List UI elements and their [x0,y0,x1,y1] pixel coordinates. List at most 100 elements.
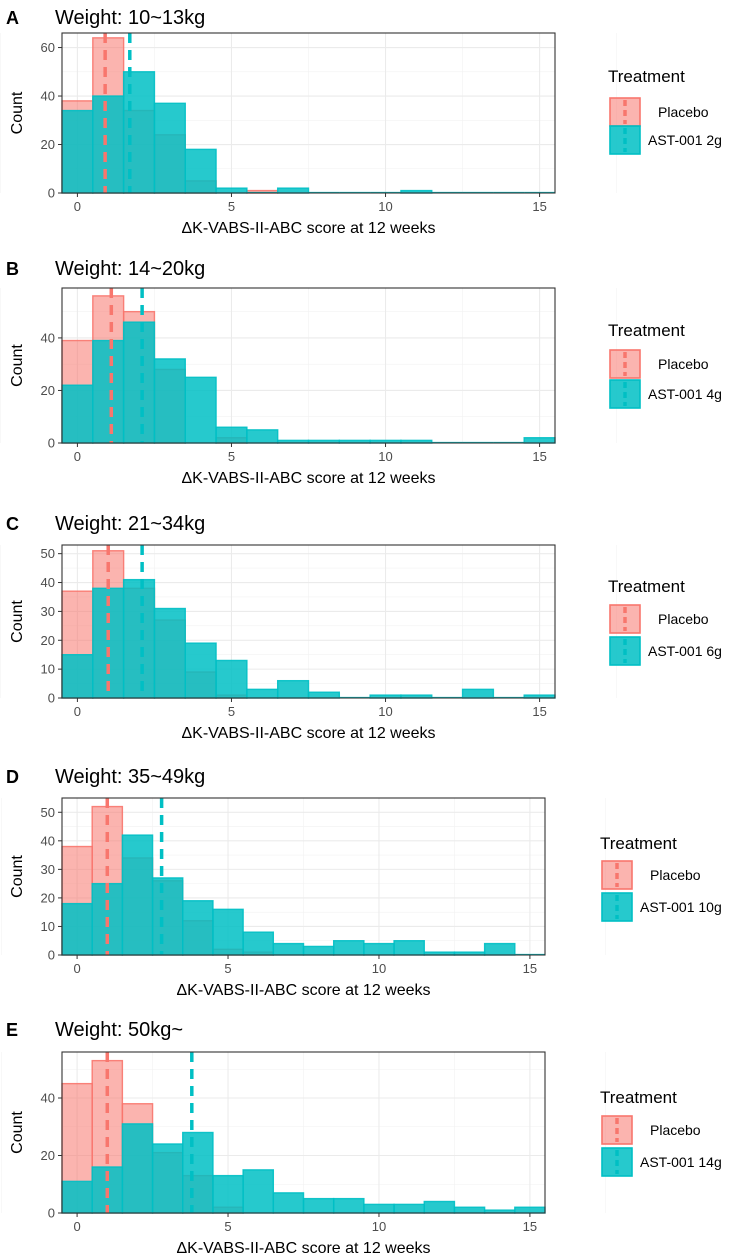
treatment-bar [272,942,305,956]
legend-title: Treatment [600,1088,677,1107]
y-tick-label: 30 [41,862,55,877]
x-tick-label: 15 [532,199,546,214]
legend: Treatment Placebo AST-001 4g [608,321,722,409]
legend-title: Treatment [608,321,685,340]
treatment-bar [121,834,154,956]
y-tick-label: 20 [41,383,55,398]
y-axis-title: Count [9,1111,26,1154]
plot-border [61,797,546,956]
legend: Treatment Placebo AST-001 14g [600,1088,722,1177]
panel-e: E Weight: 50kg~ 0 5 10 15 0 20 40 ΔK-VABS-II-ABC … [1,1019,722,1255]
y-axis-title: Count [9,600,26,643]
y-tick-label: 20 [41,633,55,648]
panel-label: A [6,8,19,28]
panel-d: D Weight: 35~49kg 0 5 10 15 0 10 20 30 40 50 ΔK-VABS… [1,766,722,999]
y-tick-label: 10 [41,919,55,934]
treatment-bar [307,691,341,699]
legend-label-treatment: AST-001 6g [648,643,722,659]
x-tick-label: 5 [224,961,231,976]
treatment-bar [393,940,425,956]
treatment-bar [153,102,186,194]
panel-label: B [6,259,19,279]
y-tick-label: 20 [41,1148,55,1163]
x-tick-label: 0 [74,449,81,464]
y-tick-label: 60 [41,40,55,55]
y-tick-label: 40 [41,330,55,345]
x-axis-title: ΔK-VABS-II-ABC score at 12 weeks [181,725,435,742]
legend: Treatment Placebo AST-001 10g [600,834,722,922]
panel-title: Weight: 21~34kg [55,513,205,535]
treatment-bar [122,321,156,444]
treatment-bar [61,653,94,699]
treatment-bar [212,1174,244,1214]
y-tick-label: 40 [41,1091,55,1106]
x-tick-label: 10 [378,199,392,214]
x-tick-label: 15 [532,449,546,464]
treatment-bar [453,1206,486,1214]
y-axis-title: Count [9,344,26,387]
x-tick-label: 0 [73,961,80,976]
y-tick-label: 50 [41,546,55,561]
plot-border [61,1051,546,1214]
treatment-bar [215,659,248,699]
panel-c: C Weight: 21~34kg 0 5 10 15 0 10 20 30 40 50 ΔK-VABS… [0,513,722,742]
x-axis-title: ΔK-VABS-II-ABC score at 12 weeks [176,982,430,999]
x-tick-label: 0 [74,199,81,214]
panel-title: Weight: 50kg~ [55,1019,183,1041]
treatment-bar [92,95,125,194]
x-axis-title: ΔK-VABS-II-ABC score at 12 weeks [181,220,435,237]
treatment-bar [121,1123,154,1214]
legend-label-placebo: Placebo [658,104,709,120]
legend-label-placebo: Placebo [650,867,701,883]
treatment-bar [215,187,248,194]
treatment-bar [92,587,125,699]
treatment-bar [302,945,335,956]
x-tick-label: 0 [73,1219,80,1234]
panel-label: D [6,767,19,787]
legend: Treatment Placebo AST-001 6g [608,577,722,666]
legend-title: Treatment [600,834,677,853]
treatment-bar [153,358,186,444]
legend-label-placebo: Placebo [658,356,709,372]
treatment-bar [184,642,217,699]
treatment-bar [302,1197,335,1214]
treatment-bar [423,1200,456,1214]
treatment-bar [523,437,556,444]
treatment-bar [182,900,214,956]
treatment-bar [246,688,279,699]
plot-border [61,287,556,444]
y-tick-label: 30 [41,604,55,619]
plot-border [61,32,556,194]
treatment-bar [242,1169,275,1214]
y-tick-label: 0 [48,436,55,451]
legend-title: Treatment [608,67,685,86]
treatment-bar [61,1180,93,1214]
legend-label-treatment: AST-001 4g [648,386,722,402]
x-tick-label: 10 [378,449,392,464]
x-tick-label: 10 [372,1219,386,1234]
x-tick-label: 10 [372,961,386,976]
legend-label-treatment: AST-001 10g [640,899,722,915]
x-tick-label: 15 [523,961,537,976]
treatment-bar [151,877,184,956]
panel-a: A Weight: 10~13kg 0 5 10 15 0 20 40 60 ΔK-VABS-II-… [0,7,722,237]
y-tick-label: 0 [48,186,55,201]
legend-title: Treatment [608,577,685,596]
treatment-bar [272,1192,305,1214]
panel-label: E [6,1020,18,1040]
treatment-bar [151,1143,184,1214]
treatment-bar [61,902,93,956]
x-axis-title: ΔK-VABS-II-ABC score at 12 weeks [176,1240,430,1255]
treatment-bar [122,578,156,699]
plot-border [61,544,556,699]
y-tick-label: 0 [48,691,55,706]
y-tick-label: 0 [48,948,55,963]
treatment-bar [153,607,186,699]
treatment-bar [215,426,248,444]
treatment-bar [363,942,395,956]
legend: Treatment Placebo AST-001 2g [608,67,722,155]
x-tick-label: 5 [228,704,235,719]
y-tick-label: 40 [41,575,55,590]
treatment-bar [212,908,244,956]
panel-b: B Weight: 14~20kg 0 5 10 15 0 20 40 ΔK-VABS-II-AB… [0,258,722,487]
